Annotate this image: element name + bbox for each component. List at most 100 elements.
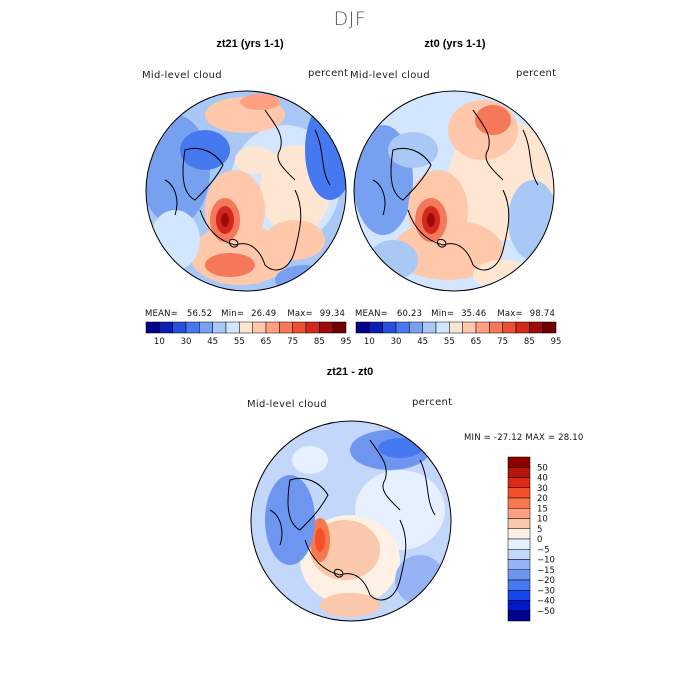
colorbar-swatch [507, 497, 531, 509]
panel-1-max-label: Max= [287, 309, 313, 319]
diff-panel-title: zt21 - zt0 [326, 366, 374, 378]
panel-1-polar-map [145, 90, 347, 292]
colorbar-swatch [507, 528, 531, 540]
colorbar-tick-label: 75 [287, 337, 298, 347]
panel-2-max-label: Max= [497, 309, 523, 319]
diff-panel-units: percent [412, 397, 453, 408]
colorbar-swatch [502, 321, 517, 334]
colorbar-tick-label: 10 [154, 337, 165, 347]
colorbar-tick-label: 45 [417, 337, 428, 347]
panel-1-colorbar: 10 30 45 55 65 75 85 95 [145, 321, 352, 347]
colorbar-tick-label: 30 [391, 337, 402, 347]
colorbar-swatch [507, 467, 531, 478]
colorbar-swatch [265, 321, 280, 334]
colorbar-tick-label: 15 [537, 504, 548, 514]
colorbar-swatch [239, 321, 253, 334]
panel-1-coastline [264, 109, 296, 181]
colorbar-swatch [507, 508, 531, 519]
colorbar-tick-label: −15 [537, 566, 555, 576]
panel-2-units: percent [516, 68, 557, 79]
panel-2-coastline [522, 129, 539, 186]
colorbar-tick-label: 50 [537, 463, 548, 473]
colorbar-swatch [422, 321, 437, 334]
colorbar-swatch [252, 321, 267, 334]
panel-2-min-label: Min= [431, 309, 455, 319]
panel-2-coastline [437, 239, 447, 248]
colorbar-tick-label: 55 [234, 337, 245, 347]
colorbar-tick-label: 85 [314, 337, 325, 347]
colorbar-tick-label: 5 [537, 525, 542, 535]
panel-1-coastline [229, 239, 239, 248]
colorbar-swatch [382, 321, 397, 334]
colorbar-swatch [529, 321, 543, 334]
colorbar-swatch [449, 321, 463, 334]
diff-field-region [395, 555, 445, 605]
colorbar-tick-label: 10 [364, 337, 375, 347]
colorbar-swatch [507, 538, 531, 550]
diff-map-border [250, 420, 452, 622]
diff-panel-field-label: Mid-level cloud [247, 399, 327, 410]
colorbar-swatch [185, 321, 200, 334]
colorbar-swatch [507, 549, 531, 560]
diff-coastline [269, 509, 283, 546]
panel-2-mean-label: MEAN= [355, 309, 388, 319]
panel-1-field-region [240, 94, 280, 110]
colorbar-swatch [542, 321, 557, 334]
colorbar-swatch [435, 321, 450, 334]
panel-1-field-region [221, 213, 229, 227]
panel-1-title: zt21 (yrs 1-1) [216, 38, 284, 50]
panel-2-coastline [407, 189, 510, 271]
colorbar-tick-label: −10 [537, 556, 555, 566]
diff-coastline [287, 477, 329, 531]
colorbar-swatch [395, 321, 410, 334]
colorbar-swatch [507, 590, 531, 601]
colorbar-swatch [369, 321, 383, 334]
colorbar-swatch [145, 321, 160, 334]
colorbar-swatch [319, 321, 333, 334]
colorbar-tick-label: −30 [537, 586, 555, 596]
colorbar-swatch [199, 321, 213, 334]
panel-1-stats: MEAN= 56.52 Min= 26.49 Max= 99.34 [145, 309, 345, 319]
colorbar-tick-label: 95 [341, 337, 352, 347]
diff-coastline [334, 569, 344, 578]
panel-2-field-label: Mid-level cloud [350, 70, 430, 81]
diff-polar-map [250, 420, 452, 622]
panel-2-polar-map [353, 90, 555, 292]
panel-2-title: zt0 (yrs 1-1) [424, 38, 486, 50]
panel-1-mean-label: MEAN= [145, 309, 178, 319]
panel-2-field-region [475, 105, 511, 135]
panel-2-field-region [473, 260, 533, 290]
colorbar-swatch [507, 477, 531, 488]
colorbar-swatch [332, 321, 347, 334]
panel-2-map-border [353, 90, 555, 292]
diff-panel-minmax: MIN = -27.12 MAX = 28.10 [464, 433, 584, 443]
panel-1-max-value: 99.34 [319, 309, 346, 319]
diff-field-region [292, 446, 328, 474]
colorbar-tick-label: −50 [537, 607, 555, 617]
panel-2-coastline [390, 147, 432, 201]
panel-2-min-value: 35.46 [461, 309, 487, 319]
colorbar-tick-label: 20 [537, 494, 548, 504]
diff-coastline [369, 439, 401, 511]
colorbar-swatch [507, 456, 531, 468]
diff-coastline [419, 459, 436, 516]
colorbar-tick-label: 40 [537, 474, 548, 484]
panel-2-stats: MEAN= 60.23 Min= 35.46 Max= 98.74 [355, 309, 555, 319]
colorbar-swatch [159, 321, 173, 334]
colorbar-tick-label: 30 [537, 484, 548, 494]
panel-1-field-region [205, 253, 255, 277]
panel-1-min-value: 26.49 [251, 309, 277, 319]
colorbar-tick-label: 45 [207, 337, 218, 347]
colorbar-swatch [507, 600, 531, 611]
colorbar-swatch [475, 321, 490, 334]
colorbar-swatch [507, 610, 531, 622]
colorbar-swatch [172, 321, 187, 334]
panel-1-coastline [164, 179, 178, 216]
colorbar-tick-label: 55 [444, 337, 455, 347]
panel-2-mean-value: 60.23 [396, 309, 423, 319]
colorbar-swatch [355, 321, 370, 334]
panel-1-coastline [314, 129, 331, 186]
colorbar-tick-label: −5 [537, 545, 550, 555]
panel-1-field-region [265, 220, 325, 260]
